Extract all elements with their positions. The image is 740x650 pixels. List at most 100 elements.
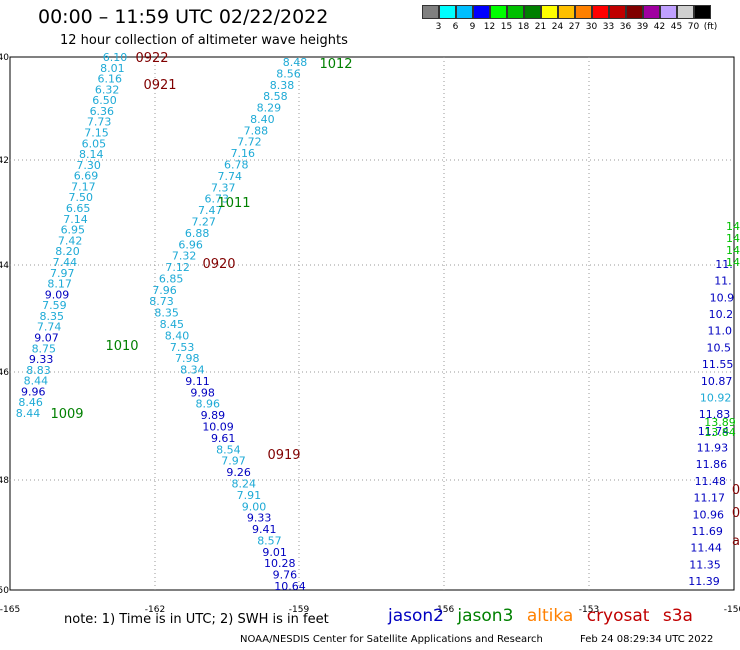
map-subtitle: 12 hour collection of altimeter wave hei… (60, 33, 348, 48)
color-scale-swatch (507, 5, 524, 19)
map-frame (9, 56, 735, 591)
color-scale-swatch (643, 5, 660, 19)
track-a-value: 6.95 (61, 224, 86, 237)
jason3-fragment-value: 14 (726, 232, 740, 245)
legend-jason2: jason2 (388, 606, 444, 626)
satellite-legend: jason2 jason3 altika cryosat s3a (388, 606, 701, 626)
longitude-tick-label: -162 (145, 605, 165, 615)
track-a-value: 6.16 (97, 73, 122, 86)
track-a-value: 8.75 (32, 342, 57, 355)
track-b-value: 9.26 (226, 466, 251, 479)
color-scale-swatch (575, 5, 592, 19)
latitude-tick-label: -44 (0, 261, 9, 271)
color-scale-swatch (609, 5, 626, 19)
longitude-tick-label: -153 (579, 605, 599, 615)
track-b-value: 9.76 (273, 569, 298, 582)
pass-number-label: 1010 (105, 339, 138, 354)
color-scale-swatch (490, 5, 507, 19)
pass-date-label: 0922 (135, 51, 168, 66)
track-b-value: 8.56 (276, 67, 301, 80)
track-b-value: 6.73 (204, 193, 229, 206)
track-c-value: 11. (714, 275, 732, 288)
track-b-value: 8.73 (149, 295, 174, 308)
track-b-value: 8.29 (257, 102, 282, 115)
track-c-value: 10.9 (710, 291, 735, 304)
latitude-tick-label: -40 (0, 53, 9, 63)
track-b-value: 6.85 (159, 272, 184, 285)
latitude-tick-label: -48 (0, 476, 9, 486)
track-b-value: 7.27 (191, 215, 216, 228)
track-b-value: 7.12 (165, 261, 190, 274)
track-b-value: 10.09 (202, 421, 234, 434)
track-b-value: 8.40 (165, 329, 190, 342)
track-b-value: 8.58 (263, 90, 288, 103)
track-c-value: 10.2 (709, 308, 734, 321)
color-scale-label: 18 (517, 22, 530, 32)
track-b-value: 6.78 (224, 159, 249, 172)
track-b-value: 8.35 (154, 307, 179, 320)
track-b-value: 7.32 (172, 250, 197, 263)
track-a-value: 8.44 (24, 375, 49, 388)
track-b-value: 9.41 (252, 523, 277, 536)
track-c-value: 11. (715, 258, 733, 271)
track-c-value: 10.92 (700, 391, 732, 404)
track-a-value: 7.73 (87, 116, 112, 129)
track-b-value: 9.11 (185, 375, 210, 388)
track-b-value: 8.57 (257, 534, 282, 547)
track-c-value: 10.5 (706, 341, 731, 354)
pass-number-label: 1011 (217, 196, 250, 211)
jason3-fragment-value: 14 (726, 256, 740, 269)
track-c-value: 11.69 (691, 525, 723, 538)
pass-number-label: 1012 (319, 57, 352, 72)
track-b-value: 10.64 (274, 580, 306, 593)
latitude-tick-label: -42 (0, 156, 9, 166)
color-scale-swatch (541, 5, 558, 19)
track-a-value: 8.46 (18, 396, 43, 409)
track-b-value: 7.91 (237, 489, 262, 502)
track-a-value: 7.42 (58, 234, 83, 247)
color-scale-label: (ft) (703, 22, 718, 32)
track-c-value: 10.96 (692, 508, 724, 521)
longitude-tick-label: -150 (724, 605, 740, 615)
legend-jason3: jason3 (457, 606, 514, 626)
color-scale-swatch (473, 5, 490, 19)
track-c-value: 11.44 (690, 542, 722, 555)
track-b-value: 6.96 (178, 238, 203, 251)
track-c-value: 11.35 (689, 558, 721, 571)
track-c-value: 11.55 (702, 358, 734, 371)
color-scale-label: 39 (636, 22, 649, 32)
track-a-value: 7.15 (84, 127, 109, 140)
pass-date-label: 0920 (202, 257, 235, 272)
color-scale-swatch (456, 5, 473, 19)
track-a-value: 6.50 (92, 94, 117, 107)
color-scale-label: 12 (483, 22, 496, 32)
track-b-value: 7.74 (218, 170, 243, 183)
color-scale-label: 70 (687, 22, 700, 32)
track-a-value: 9.33 (29, 353, 54, 366)
pass-date-label: 0919 (267, 448, 300, 463)
jason3-fragment-value: 13.89 (704, 416, 736, 429)
track-a-value: 8.35 (39, 310, 64, 323)
color-scale-label: 15 (500, 22, 513, 32)
track-c-value: 10.87 (701, 375, 733, 388)
track-c-value: 11.74 (698, 425, 730, 438)
track-c-value: 11.0 (708, 325, 733, 338)
track-b-value: 7.96 (152, 284, 177, 297)
track-a-value: 7.17 (71, 180, 96, 193)
track-a-value: 8.17 (47, 278, 72, 291)
legend-s3a: s3a (662, 606, 693, 626)
track-a-value: 8.01 (100, 62, 125, 75)
track-b-value: 8.96 (196, 398, 221, 411)
track-a-value: 9.09 (45, 288, 70, 301)
latitude-tick-label: -50 (0, 586, 9, 596)
track-b-value: 7.16 (231, 147, 256, 160)
track-b-value: 8.54 (216, 443, 241, 456)
track-a-value: 7.74 (37, 321, 62, 334)
track-b-value: 7.53 (170, 341, 195, 354)
jason3-fragment-value: 13.84 (704, 426, 736, 439)
track-b-value: 7.47 (198, 204, 223, 217)
track-a-value: 6.32 (95, 83, 120, 96)
track-a-value: 8.44 (16, 407, 41, 420)
units-note: note: 1) Time is in UTC; 2) SWH is in fe… (64, 612, 329, 627)
